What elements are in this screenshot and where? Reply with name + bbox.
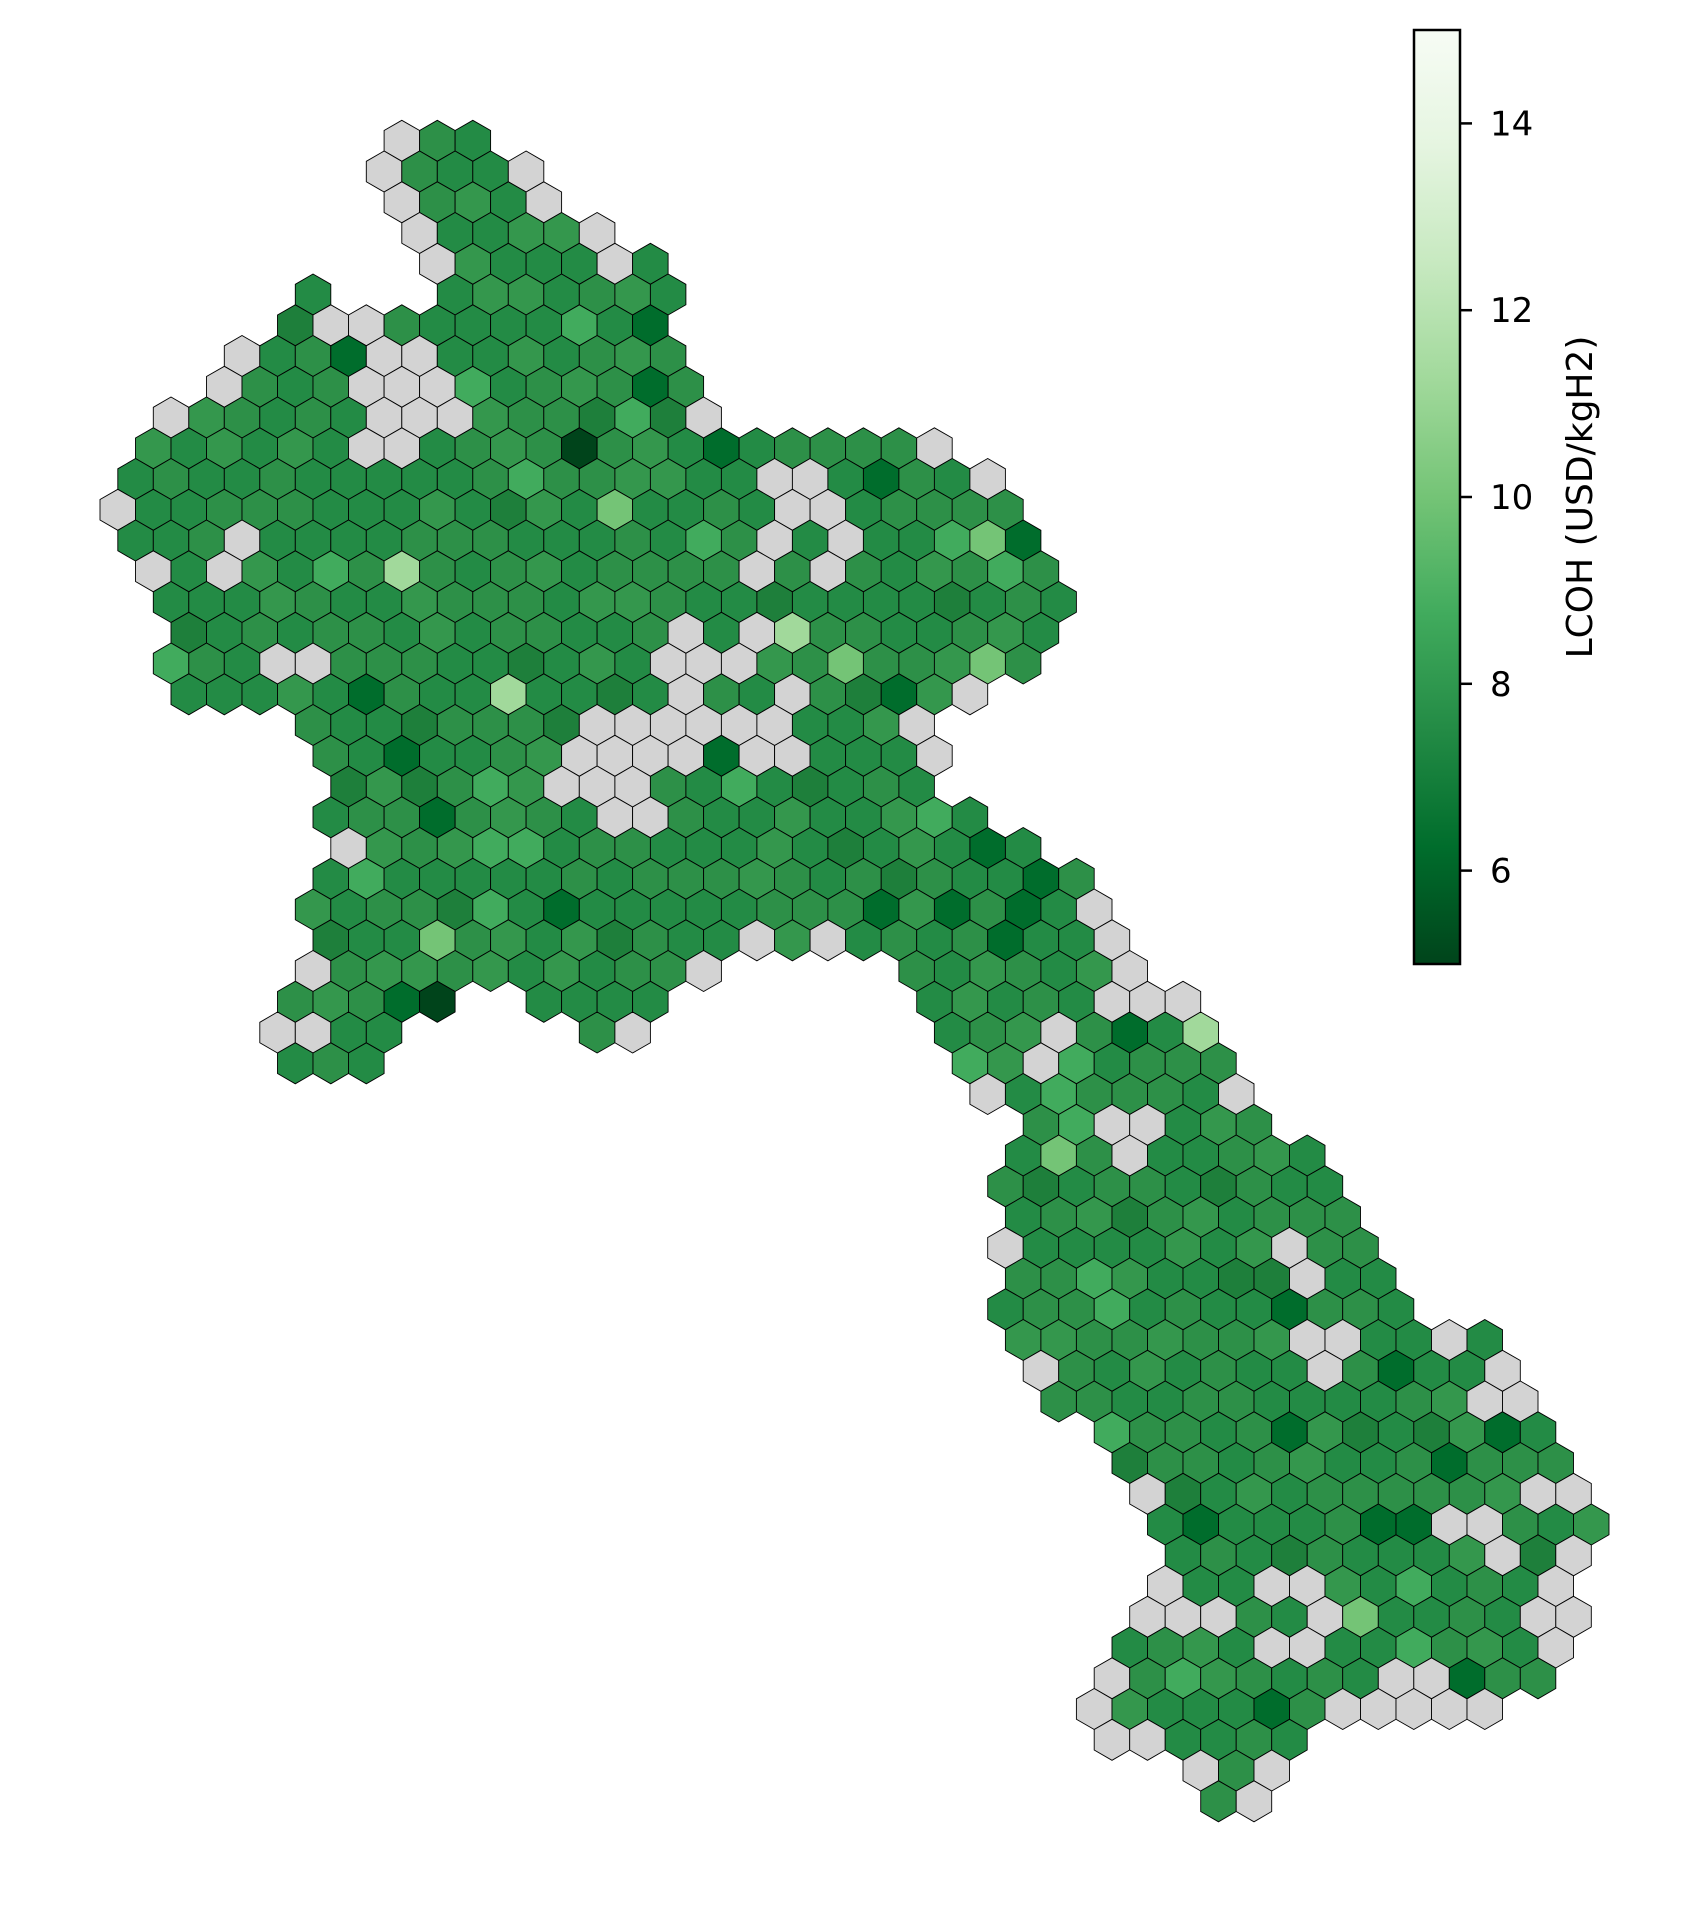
hex-cell-no-data	[1466, 1687, 1503, 1731]
colorbar-gradient	[1412, 28, 1462, 966]
hex-cell-no-data	[1235, 1780, 1273, 1823]
colorbar-ticks: 6 8 10 12 14	[1460, 104, 1533, 892]
hex-cell	[1519, 1657, 1557, 1700]
hex-cell-no-data	[685, 949, 722, 993]
hex-cell	[348, 1042, 385, 1085]
colorbar-tick-label: 14	[1490, 104, 1533, 144]
colorbar-label: LCOH (USD/kgH2)	[1560, 336, 1601, 659]
hexagon-grid-layer	[99, 119, 1610, 1823]
colorbar-tick-label: 6	[1490, 852, 1512, 892]
hex-cell	[1004, 642, 1042, 685]
hex-cell-no-data	[614, 1011, 651, 1054]
colorbar-tick-label: 12	[1490, 291, 1533, 331]
colorbar-tick-label: 10	[1490, 478, 1533, 518]
colorbar: 6 8 10 12 14 LCOH (USD/kgH2)	[1412, 28, 1601, 966]
colorbar-tick-label: 8	[1490, 665, 1512, 705]
hex-cell	[419, 980, 456, 1023]
hex-cell-no-data	[951, 673, 989, 716]
